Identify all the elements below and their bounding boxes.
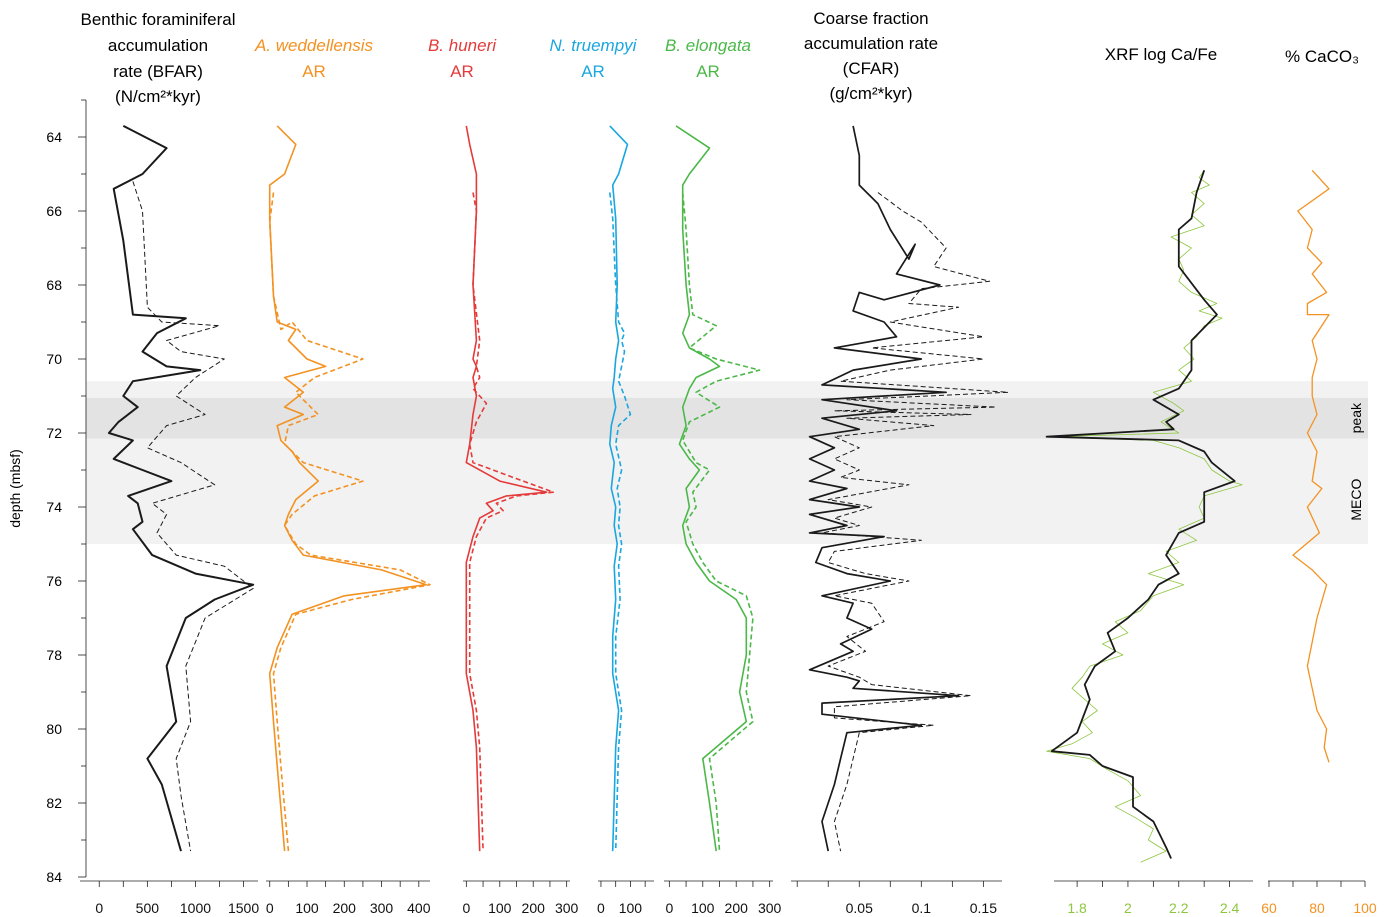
elongata-series-solid (675, 125, 748, 852)
header-cfar-line4: (g/cm²*kyr) (829, 84, 912, 103)
header-elongata: B. elongata AR (665, 36, 751, 81)
depth-tick-label: 70 (46, 351, 62, 367)
header-xrf-text: XRF log Ca/Fe (1105, 45, 1217, 64)
header-xrf: XRF log Ca/Fe (1105, 45, 1217, 64)
depth-axis-label: depth (mbsf) (7, 449, 23, 528)
depth-tick-label: 78 (46, 647, 62, 663)
header-huneri-line2: AR (450, 62, 474, 81)
header-cfar-line2: accumulation rate (804, 34, 938, 53)
xrf-series-smooth (1045, 170, 1236, 859)
highlight-bands (86, 381, 1368, 544)
bfar-series-solid (107, 125, 255, 852)
header-elongata-line2: AR (696, 62, 720, 81)
header-cfar-line1: Coarse fraction (813, 9, 928, 28)
huneri-x-tick-label: 0 (462, 900, 470, 916)
depth-tick-label: 66 (46, 203, 62, 219)
header-bfar-line4: (N/cm²*kyr) (115, 87, 201, 106)
caco3-series-solid (1292, 169, 1330, 763)
elongata-series-dashed (681, 192, 761, 852)
truempyi-series-dashed (609, 192, 632, 852)
header-caco3-text: % CaCO₃ (1285, 47, 1359, 66)
weddellensis-x-tick-label: 300 (370, 900, 394, 916)
weddellensis-x-tick-label: 100 (295, 900, 319, 916)
depth-tick-label: 68 (46, 277, 62, 293)
cfar-series-solid (808, 125, 960, 852)
meco-label: MECO (1348, 478, 1364, 520)
panel-weddellensis: 0 100 200 300 400 (266, 125, 431, 916)
header-cfar-line3: (CFAR) (843, 59, 900, 78)
huneri-x-tick-label: 200 (522, 900, 546, 916)
bfar-x-tick-label: 1000 (180, 900, 211, 916)
depth-axis: depth (mbsf) 64 66 68 70 72 74 76 78 80 82 84 (7, 99, 87, 885)
panel-cfar: 0.05 0.1 0.15 (791, 125, 1009, 916)
panels: 0 500 1000 1500 0 100 200 300 400 0 100 200 300 0 100 0… (80, 125, 1377, 916)
bfar-series-dashed (132, 181, 254, 852)
caco3-x-tick-label: 60 (1261, 900, 1277, 916)
depth-tick-label: 80 (46, 721, 62, 737)
weddellensis-x-tick-label: 0 (266, 900, 274, 916)
depth-tick-label: 82 (46, 795, 62, 811)
xrf-x-tick-label: 2.2 (1169, 900, 1189, 916)
cfar-x-tick-label: 0.05 (846, 900, 873, 916)
panel-elongata: 0 100 200 300 (664, 125, 782, 916)
elongata-x-tick-label: 100 (691, 900, 715, 916)
elongata-x-tick-label: 0 (665, 900, 673, 916)
cfar-x-tick-label: 0.1 (912, 900, 932, 916)
panel-huneri: 0 100 200 300 (462, 125, 579, 916)
huneri-x-tick-label: 300 (555, 900, 579, 916)
elongata-x-tick-label: 300 (758, 900, 782, 916)
cfar-series-dashed (821, 192, 1009, 852)
depth-tick-label: 72 (46, 425, 62, 441)
header-truempyi-line2: AR (581, 62, 605, 81)
cfar-x-tick-label: 0.15 (970, 900, 997, 916)
header-cfar: Coarse fraction accumulation rate (CFAR)… (804, 9, 938, 103)
caco3-x-tick-label: 100 (1353, 900, 1377, 916)
xrf-x-tick-label: 2.4 (1220, 900, 1240, 916)
bfar-x-tick-label: 500 (136, 900, 160, 916)
truempyi-series-solid (608, 125, 629, 852)
header-bfar-line1: Benthic foraminiferal (81, 10, 236, 29)
panel-caco3: 60 80 100 (1261, 169, 1377, 916)
huneri-x-tick-label: 100 (488, 900, 512, 916)
depth-tick-label: 74 (46, 499, 62, 515)
peak-label: peak (1348, 402, 1364, 433)
header-weddellensis-line2: AR (302, 62, 326, 81)
header-caco3: % CaCO₃ (1285, 47, 1359, 66)
elongata-x-tick-label: 200 (725, 900, 749, 916)
header-weddellensis-line1: A. weddellensis (254, 36, 374, 55)
depth-tick-label: 64 (46, 129, 62, 145)
depth-tick-label: 84 (46, 869, 62, 885)
header-huneri: B. huneri AR (428, 36, 497, 81)
panel-truempyi: 0 100 (597, 125, 654, 916)
peak-band (86, 397, 1368, 439)
weddellensis-series-dashed (268, 192, 431, 852)
header-huneri-line1: B. huneri (428, 36, 497, 55)
bfar-x-tick-label: 1500 (228, 900, 259, 916)
header-truempyi: N. truempyi AR (550, 36, 638, 81)
truempyi-x-tick-label: 100 (619, 900, 643, 916)
depth-tick-label: 76 (46, 573, 62, 589)
caco3-x-tick-label: 80 (1309, 900, 1325, 916)
huneri-series-dashed (468, 192, 555, 852)
panel-xrf: 1.8 2 2.2 2.4 (1045, 170, 1253, 916)
header-bfar-line3: rate (BFAR) (113, 62, 203, 81)
bfar-x-tick-label: 0 (95, 900, 103, 916)
header-truempyi-line1: N. truempyi (550, 36, 638, 55)
panel-bfar: 0 500 1000 1500 (80, 125, 259, 916)
truempyi-x-tick-label: 0 (597, 900, 605, 916)
xrf-x-tick-label: 1.8 (1067, 900, 1087, 916)
xrf-x-tick-label: 2 (1124, 900, 1132, 916)
xrf-series-raw (1046, 170, 1243, 863)
header-elongata-line1: B. elongata (665, 36, 751, 55)
header-bfar-line2: accumulation (108, 36, 208, 55)
weddellensis-x-tick-label: 200 (333, 900, 357, 916)
header-bfar: Benthic foraminiferal accumulation rate … (81, 10, 236, 106)
weddellensis-x-tick-label: 400 (407, 900, 431, 916)
header-weddellensis: A. weddellensis AR (254, 36, 374, 81)
